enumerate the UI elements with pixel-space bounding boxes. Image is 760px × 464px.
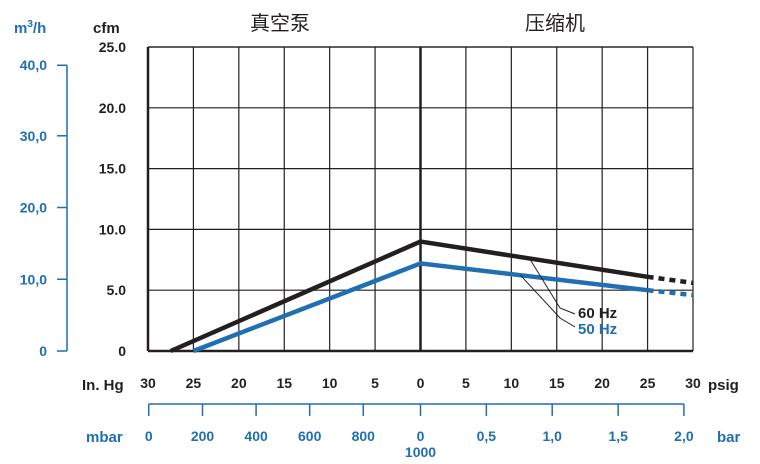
x-tick-label: 10 [322,375,338,391]
series-line-extension [647,274,694,286]
x-tick-label: 5 [371,375,379,391]
y-tick-label: 10.0 [99,221,126,237]
x-tick-label: 5 [462,375,470,391]
y-secondary-tick-label: 10,0 [20,271,47,287]
y-tick-label: 15.0 [99,161,126,177]
y-secondary-unit: m3/h [14,19,46,37]
section-label-compressor: 压缩机 [525,11,585,35]
x-tick-label: 30 [140,375,156,391]
x-tick-label: 15 [549,375,565,391]
series-line [192,261,648,354]
x-secondary-tick-label: 1,5 [608,428,628,444]
x-tick-label: 0 [417,375,425,391]
y-secondary-tick-label: 20,0 [20,200,47,216]
x-tick-label: 20 [231,375,247,391]
x-secondary-tick-label: 400 [244,428,268,444]
y-primary-unit: cfm [93,20,120,37]
legend-leader-60hz [529,258,576,315]
x-secondary-tick-label: 0 [417,428,425,444]
x-secondary-tick-label: 600 [298,428,322,444]
x-secondary-tick-label: 1000 [405,444,436,460]
x-tick-label: 20 [594,375,610,391]
y-tick-label: 5.0 [107,282,127,298]
x-secondary-tick-label: 1,0 [542,428,562,444]
x-secondary-right-unit: bar [717,429,741,446]
x-secondary-left-unit: mbar [86,429,123,446]
x-tick-label: 15 [276,375,292,391]
y-secondary-tick-label: 0 [39,343,47,359]
x-primary-left-unit: In. Hg [82,377,124,394]
series [169,239,694,354]
y-tick-label: 20.0 [99,100,126,116]
series-line [169,239,648,354]
legend-leader-50hz [520,274,576,328]
x-secondary-tick-label: 2,0 [674,428,694,444]
legend-label-60hz: 60 Hz [578,305,617,322]
x-secondary-tick-label: 0 [145,428,153,444]
section-label-vacuum: 真空泵 [250,11,310,35]
y-secondary-tick-label: 30,0 [20,128,47,144]
x-secondary-tick-label: 200 [191,428,215,444]
x-primary-right-unit: psig [708,377,739,394]
x-tick-label: 25 [186,375,202,391]
labels: 0 5.0 10.0 15.0 20.0 25.0 0 10,0 20,0 30,0 40,0 30 2… [20,39,701,460]
axes [57,46,694,416]
legend-label-50hz: 50 Hz [578,321,617,338]
x-secondary-tick-label: 800 [352,428,376,444]
x-tick-label: 10 [504,375,520,391]
x-tick-label: 25 [640,375,656,391]
x-secondary-tick-label: 0,5 [477,428,497,444]
y-tick-label: 25.0 [99,39,126,55]
series-line-extension [647,287,694,298]
x-tick-label: 30 [685,375,701,391]
y-secondary-tick-label: 40,0 [20,57,47,73]
y-tick-label: 0 [118,343,126,359]
